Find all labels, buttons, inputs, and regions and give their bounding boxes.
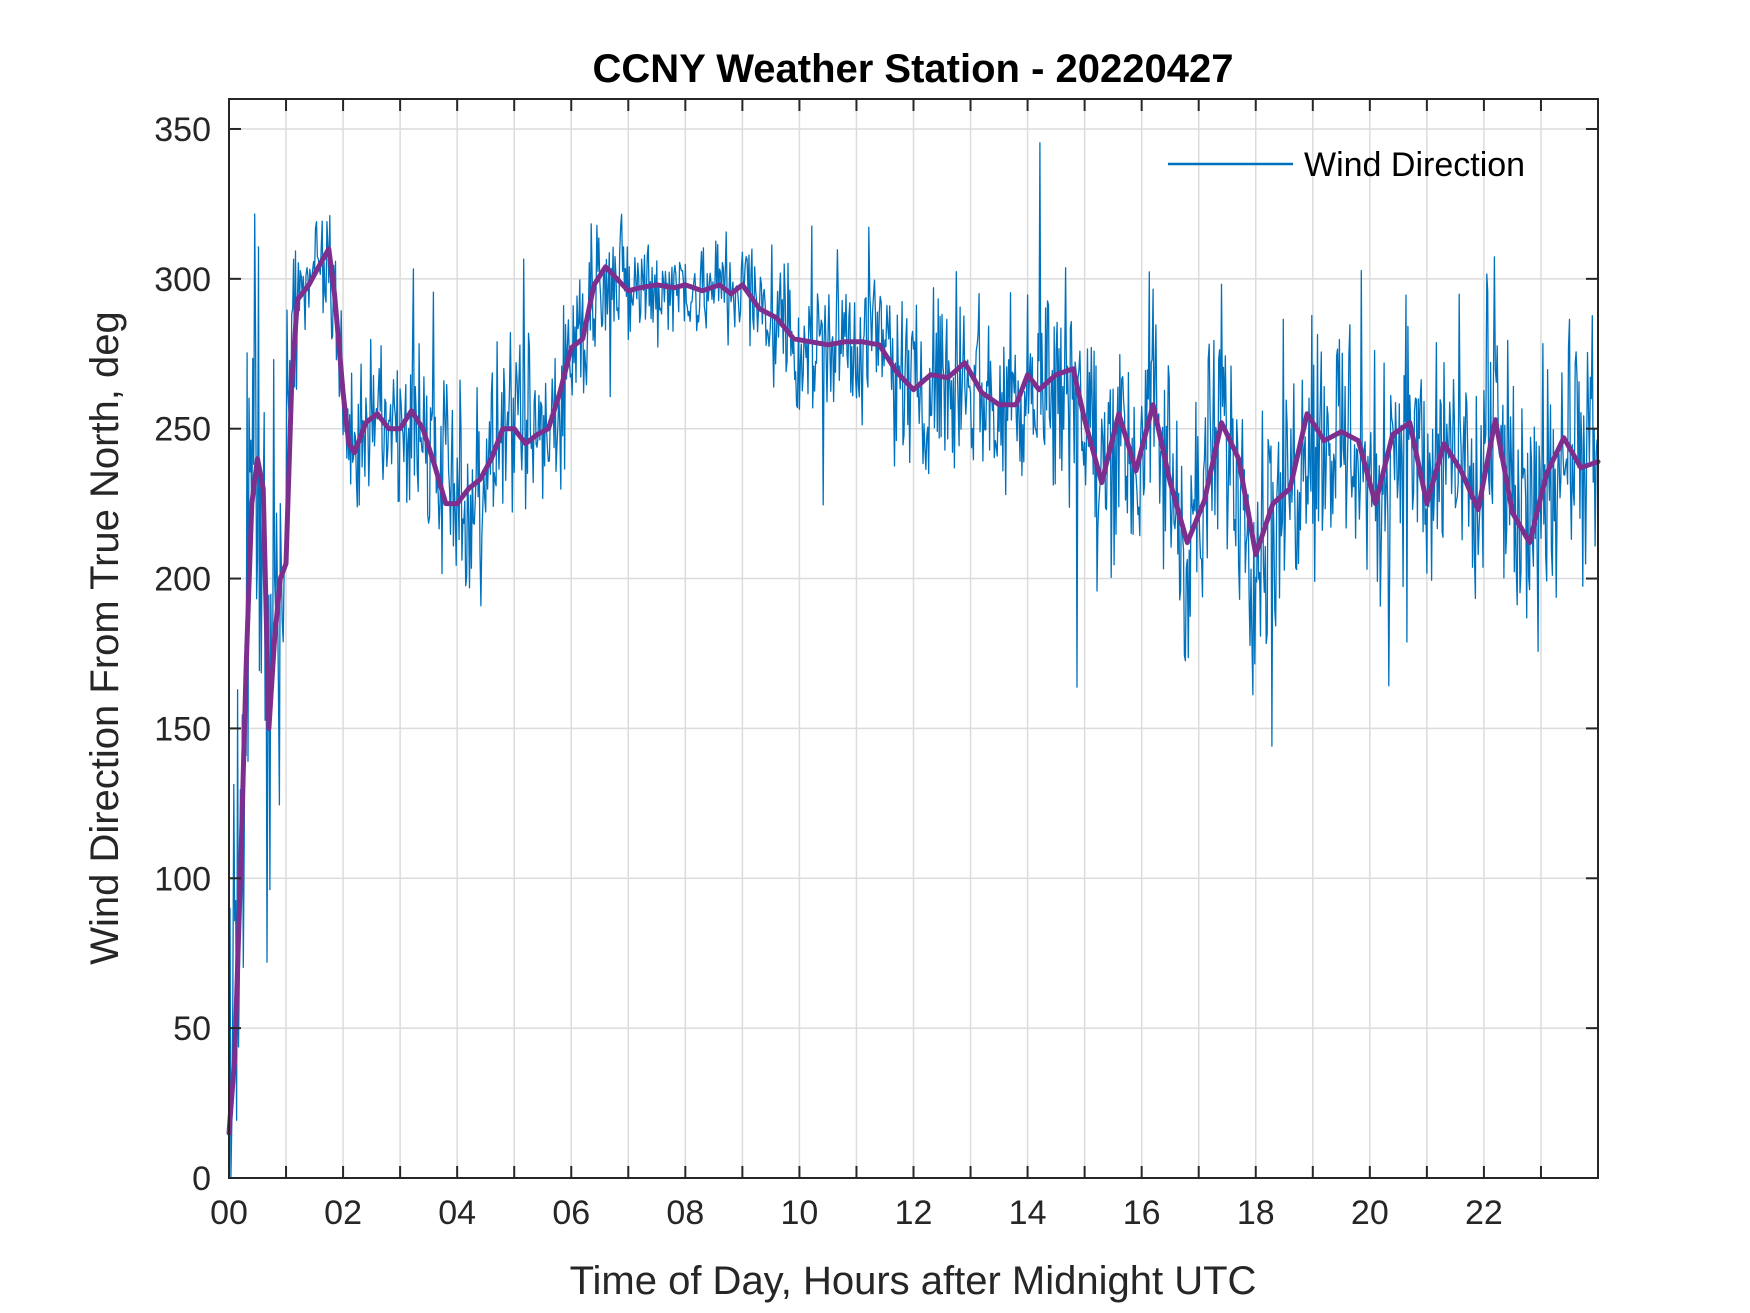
legend-label: Wind Direction xyxy=(1304,146,1525,184)
y-tick-label: 300 xyxy=(154,261,211,299)
x-tick-label: 08 xyxy=(666,1194,704,1232)
legend: Wind Direction xyxy=(1168,146,1525,184)
x-tick-label: 18 xyxy=(1237,1194,1275,1232)
y-tick-label: 0 xyxy=(192,1160,211,1198)
tick-layer: 00 02 04 06 08 10 12 14 16 18 20 22 0 50 100 150 200 250 3… xyxy=(154,99,1599,1232)
x-tick-label: 16 xyxy=(1123,1194,1161,1232)
x-tick-label: 04 xyxy=(438,1194,476,1232)
x-tick-label: 14 xyxy=(1009,1194,1047,1232)
y-tick-label: 350 xyxy=(154,111,211,149)
x-tick-label: 06 xyxy=(552,1194,590,1232)
y-tick-label: 250 xyxy=(154,411,211,449)
y-tick-label: 50 xyxy=(173,1010,211,1048)
x-tick-label: 12 xyxy=(895,1194,933,1232)
smoothed-wind-line xyxy=(226,246,1601,1136)
x-tick-label: 10 xyxy=(781,1194,819,1232)
y-tick-label: 100 xyxy=(154,860,211,898)
grid-layer xyxy=(229,99,1598,1178)
x-axis-title: Time of Day, Hours after Midnight UTC xyxy=(570,1259,1257,1303)
x-tick-label: 00 xyxy=(210,1194,248,1232)
x-tick-label: 02 xyxy=(324,1194,362,1232)
chart-title: CCNY Weather Station - 20220427 xyxy=(593,47,1234,91)
y-axis-title: Wind Direction From True North, deg xyxy=(83,311,127,965)
y-tick-label: 200 xyxy=(154,561,211,599)
x-tick-label: 22 xyxy=(1465,1194,1503,1232)
x-tick-label: 20 xyxy=(1351,1194,1389,1232)
smoothed-series-layer xyxy=(226,246,1601,1136)
y-tick-label: 150 xyxy=(154,710,211,748)
raw-series-layer xyxy=(228,142,1599,1179)
wind-direction-line xyxy=(228,142,1599,1179)
